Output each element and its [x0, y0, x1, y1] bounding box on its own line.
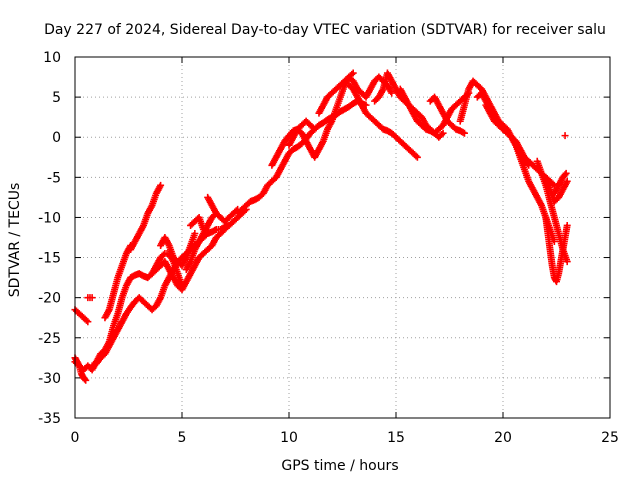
y-tick-label: -5 — [47, 170, 61, 186]
series-arc17 — [345, 81, 421, 161]
y-tick-label: 10 — [43, 50, 61, 66]
series-arc28 — [561, 132, 569, 140]
series-arc1 — [71, 306, 92, 326]
data-point — [191, 229, 199, 237]
y-tick-label: -15 — [38, 251, 61, 267]
data-point — [563, 221, 571, 229]
data-point — [563, 258, 571, 266]
chart-title: Day 227 of 2024, Sidereal Day-to-day VTE… — [44, 22, 606, 38]
data-point — [459, 128, 467, 136]
data-point — [563, 177, 571, 185]
x-tick-label: 15 — [387, 430, 405, 446]
data-point — [82, 376, 90, 384]
data-point — [562, 169, 570, 177]
x-axis-label: GPS time / hours — [281, 458, 398, 474]
data-point — [81, 375, 89, 383]
y-tick-label: -30 — [38, 371, 61, 387]
series-arc26 — [542, 173, 571, 205]
y-tick-label: 0 — [52, 130, 61, 146]
x-tick-label: 5 — [178, 430, 187, 446]
series-arc12 — [204, 193, 220, 217]
data-point — [309, 124, 317, 132]
data-point — [199, 225, 207, 233]
data-point — [211, 226, 219, 234]
data-point — [348, 70, 356, 78]
series-arc19 — [396, 85, 473, 137]
series-arc20 — [426, 93, 468, 137]
data-point — [561, 171, 569, 179]
y-tick-label: -20 — [38, 291, 61, 307]
data-point — [159, 251, 167, 259]
data-point — [438, 131, 446, 139]
series-arc25 — [542, 213, 571, 286]
y-tick-label: -10 — [38, 210, 61, 226]
y-axis-label: SDTVAR / TECUs — [7, 183, 23, 298]
data-point — [388, 89, 396, 97]
series-arc13 — [234, 97, 370, 217]
series-arc15 — [285, 117, 319, 149]
x-tick-label: 20 — [494, 430, 512, 446]
data-point — [84, 318, 92, 326]
data-point — [212, 209, 220, 217]
series-arc27 — [550, 169, 570, 197]
data-point — [157, 181, 165, 189]
x-tick-label: 10 — [280, 430, 298, 446]
y-tick-label: -35 — [38, 411, 61, 427]
series-arc11 — [187, 213, 207, 233]
series-arc23 — [482, 101, 533, 169]
data-point — [412, 152, 420, 160]
x-tick-label: 0 — [71, 430, 80, 446]
y-tick-label: -25 — [38, 331, 61, 347]
x-tick-label: 25 — [601, 430, 619, 446]
series-arc8 — [148, 225, 229, 294]
data-point — [349, 69, 357, 77]
series-arc7 — [127, 181, 165, 254]
data-point — [525, 161, 533, 169]
data-point — [413, 153, 421, 161]
data-point — [82, 316, 90, 324]
series-arc4 — [84, 294, 96, 302]
data-point — [460, 129, 468, 137]
grid — [75, 57, 610, 418]
y-tick-label: 5 — [52, 90, 61, 106]
data-point — [311, 125, 319, 133]
data-point — [88, 294, 96, 302]
data-point — [439, 129, 447, 137]
data-point — [221, 225, 229, 233]
series-arc16 — [315, 69, 357, 117]
data-points — [71, 69, 571, 384]
axis-ticks: 0 5 10 15 20 25 10 5 0 -5 -10 -15 -20 -25 -30 -35 — [38, 50, 619, 446]
data-point — [561, 132, 569, 140]
data-point — [219, 227, 227, 235]
plot-frame — [74, 56, 611, 419]
